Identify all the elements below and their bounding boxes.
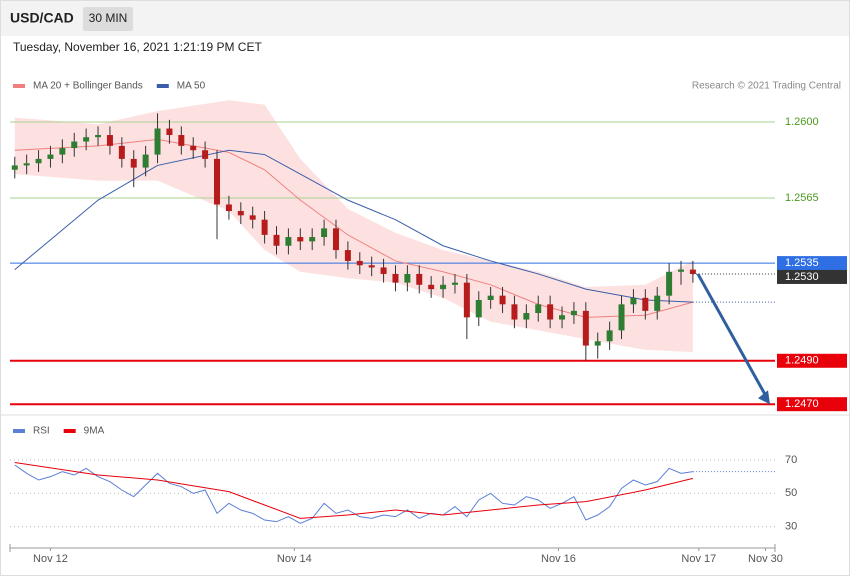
ma-line <box>14 149 693 303</box>
candle-body <box>654 295 661 311</box>
candle-body <box>689 269 696 274</box>
symbol: USD/CAD <box>10 10 74 26</box>
candle-body <box>95 135 102 138</box>
y-tick-label: 30 <box>785 521 797 533</box>
price-panel: MA 20 + Bollinger Bands MA 50 1.2600 1.2565… <box>10 81 847 412</box>
datetime: Tuesday, November 16, 2021 1:21:19 PM CE… <box>13 40 262 54</box>
candle-body <box>487 295 494 300</box>
candle-body <box>428 284 435 290</box>
candle-body <box>440 284 447 290</box>
level-label-box <box>777 353 847 368</box>
candle-body <box>47 154 54 159</box>
candle-body <box>273 234 280 246</box>
candle-body <box>297 237 304 242</box>
candle-body <box>475 299 482 318</box>
candle-body <box>368 265 375 268</box>
level-label: 1.2565 <box>785 192 819 204</box>
y-tick-label: 70 <box>785 454 797 466</box>
candle-body <box>332 228 339 251</box>
legend-label: RSI <box>33 426 50 437</box>
y-tick-label: 50 <box>785 487 797 499</box>
candle-body <box>106 135 113 146</box>
candle-body <box>261 219 268 235</box>
last-price-box <box>777 269 847 284</box>
level-label-box <box>777 256 847 271</box>
rsi-line <box>14 464 693 524</box>
candle-body <box>535 304 542 314</box>
candle-body <box>225 204 232 212</box>
candle-body <box>642 297 649 311</box>
candle-body <box>547 304 554 320</box>
x-tick-label: Nov 17 <box>681 553 716 565</box>
forecast-arrow <box>696 273 768 397</box>
candle-body <box>130 158 137 168</box>
candle-body <box>285 237 292 246</box>
bollinger-band <box>14 100 693 353</box>
candle-body <box>11 165 18 170</box>
candle-body <box>594 341 601 346</box>
candle-body <box>202 150 209 159</box>
legend-swatch <box>13 429 25 433</box>
legend-swatch <box>63 429 76 433</box>
candle-body <box>166 128 173 136</box>
level-label: 1.2470 <box>785 398 819 410</box>
candle-body <box>618 304 625 331</box>
header-bar <box>1 1 849 36</box>
candle-body <box>142 154 149 168</box>
candle-body <box>392 273 399 283</box>
legend-swatch <box>13 84 25 88</box>
x-tick-label: Nov 30 <box>748 553 783 565</box>
candle-body <box>570 310 577 316</box>
candle-body <box>35 158 42 164</box>
rsi-line <box>14 462 694 519</box>
legend-label: MA 20 + Bollinger Bands <box>33 81 143 92</box>
legend-label: MA 50 <box>177 81 206 92</box>
interval: 30 MIN <box>89 11 128 25</box>
candle-body <box>321 228 328 238</box>
candle-body <box>678 269 685 272</box>
candle-body <box>71 141 78 149</box>
candle-body <box>606 330 613 342</box>
candle-body <box>309 237 316 242</box>
credit: Research © 2021 Trading Central <box>692 81 841 92</box>
candle-body <box>249 215 256 220</box>
level-label: 1.2600 <box>785 116 819 128</box>
candle-body <box>666 271 673 296</box>
candle-body <box>23 163 30 166</box>
x-tick-label: Nov 12 <box>33 553 68 565</box>
candle-body <box>511 304 518 320</box>
legend-swatch <box>156 84 169 88</box>
candle-body <box>416 273 423 285</box>
candle-body <box>344 250 351 261</box>
candle-body <box>380 267 387 274</box>
candle-body <box>582 310 589 346</box>
x-tick-label: Nov 14 <box>277 553 312 565</box>
candle-body <box>237 211 244 216</box>
candle-body <box>463 282 470 318</box>
last-price-label: 1.2530 <box>785 271 819 283</box>
candle-body <box>559 315 566 320</box>
level-label-box <box>777 397 847 412</box>
candle-body <box>118 145 125 159</box>
legend-label: 9MA <box>84 426 105 437</box>
candle-body <box>214 158 221 205</box>
candle-body <box>451 282 458 285</box>
candle-body <box>154 128 161 155</box>
candle-body <box>83 137 90 142</box>
candle-body <box>523 313 530 320</box>
rsi-panel: RSI 9MA 30 50 70 Nov 12 Nov 14 Nov 16 Nov 17 Nov … <box>9 426 797 565</box>
interval-box <box>83 7 133 31</box>
forecast-arrowhead <box>758 390 770 405</box>
candle-body <box>404 273 411 283</box>
level-label: 1.2535 <box>785 257 819 269</box>
x-tick-label: Nov 16 <box>541 553 576 565</box>
candle-body <box>190 145 197 151</box>
candle-body <box>59 148 66 155</box>
candle-body <box>356 260 363 266</box>
level-label: 1.2490 <box>785 355 819 367</box>
candle-body <box>499 295 506 305</box>
candle-body <box>178 135 185 146</box>
candle-body <box>630 297 637 305</box>
